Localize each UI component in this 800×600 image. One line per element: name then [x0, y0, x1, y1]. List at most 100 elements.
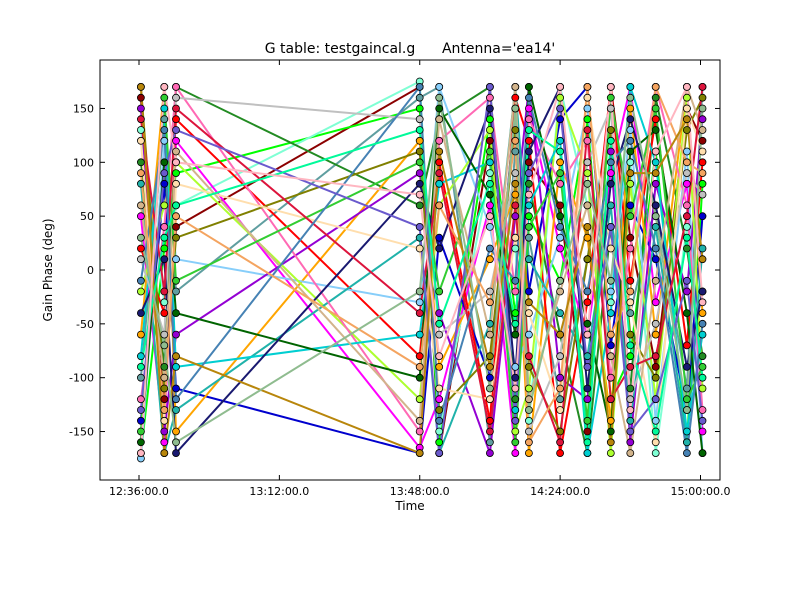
- data-point: [683, 169, 691, 178]
- data-point: [583, 384, 592, 393]
- data-point: [651, 244, 660, 253]
- data-point: [556, 309, 564, 318]
- data-point: [485, 287, 494, 296]
- data-point: [606, 93, 615, 102]
- data-point: [651, 427, 660, 436]
- data-point: [583, 287, 592, 296]
- data-point: [172, 384, 180, 393]
- data-point: [511, 83, 520, 91]
- data-point: [160, 438, 169, 447]
- data-point: [651, 352, 660, 361]
- data-point: [435, 93, 444, 102]
- data-point: [435, 115, 444, 124]
- data-point: [698, 362, 707, 371]
- data-point: [160, 244, 169, 253]
- data-point: [160, 309, 169, 318]
- data-point: [606, 169, 615, 178]
- data-point: [525, 179, 533, 188]
- data-point: [556, 147, 564, 156]
- data-point: [511, 362, 520, 371]
- data-point: [606, 126, 615, 134]
- data-point: [435, 287, 444, 296]
- data-point: [698, 427, 707, 436]
- data-point: [172, 169, 180, 178]
- data-point: [606, 244, 615, 253]
- data-point: [525, 190, 533, 199]
- data-point: [485, 136, 494, 145]
- data-point: [435, 309, 444, 318]
- data-point: [485, 158, 494, 167]
- data-point: [651, 147, 660, 156]
- data-point: [435, 330, 444, 339]
- data-point: [525, 136, 533, 145]
- data-point: [160, 384, 169, 393]
- y-tick-label: 0: [87, 264, 94, 277]
- x-tick-label: 12:36:00.0: [109, 485, 169, 498]
- data-point: [698, 319, 707, 328]
- data-point: [525, 362, 533, 371]
- data-point: [698, 158, 707, 167]
- data-point: [651, 222, 660, 231]
- data-point: [485, 179, 494, 188]
- data-point: [485, 352, 494, 361]
- data-point: [651, 115, 660, 124]
- data-point: [698, 115, 707, 124]
- data-point: [606, 287, 615, 296]
- data-point: [172, 104, 180, 113]
- data-point: [415, 104, 424, 113]
- data-point: [556, 427, 564, 436]
- data-point: [683, 104, 691, 113]
- chart-title: G table: testgaincal.g Antenna='ea14': [265, 41, 556, 57]
- data-point: [136, 449, 145, 458]
- data-point: [511, 201, 520, 210]
- data-point: [485, 427, 494, 436]
- data-point: [485, 449, 494, 458]
- data-point: [606, 158, 615, 167]
- data-point: [698, 104, 707, 113]
- data-point: [698, 330, 707, 339]
- data-point: [415, 83, 424, 91]
- data-point: [626, 406, 635, 414]
- data-point: [556, 287, 564, 296]
- data-point: [160, 104, 169, 113]
- data-point: [626, 309, 635, 318]
- data-point: [136, 244, 145, 253]
- data-point: [626, 449, 635, 458]
- data-point: [556, 222, 564, 231]
- data-point: [583, 438, 592, 447]
- data-point: [136, 406, 145, 414]
- data-point: [160, 427, 169, 436]
- data-point: [651, 319, 660, 328]
- data-point: [651, 373, 660, 382]
- data-point: [651, 298, 660, 307]
- data-point: [511, 449, 520, 458]
- data-point: [626, 158, 635, 167]
- data-point: [606, 136, 615, 145]
- data-point: [626, 104, 635, 113]
- data-point: [435, 233, 444, 242]
- data-point: [651, 362, 660, 371]
- data-point: [435, 169, 444, 178]
- data-point: [160, 93, 169, 102]
- data-point: [651, 212, 660, 221]
- data-point: [485, 222, 494, 231]
- data-point: [556, 179, 564, 188]
- data-point: [160, 298, 169, 307]
- data-point: [511, 373, 520, 382]
- data-point: [606, 416, 615, 425]
- data-point: [606, 179, 615, 188]
- data-point: [651, 330, 660, 339]
- y-tick-label: 100: [73, 156, 94, 169]
- data-point: [415, 126, 424, 134]
- data-point: [651, 416, 660, 425]
- data-point: [626, 147, 635, 156]
- data-point: [415, 427, 424, 436]
- data-point: [160, 406, 169, 414]
- data-point: [485, 416, 494, 425]
- data-point: [485, 212, 494, 221]
- data-point: [525, 222, 533, 231]
- data-point: [556, 352, 564, 361]
- data-point: [556, 169, 564, 178]
- data-point: [435, 319, 444, 328]
- data-point: [525, 126, 533, 134]
